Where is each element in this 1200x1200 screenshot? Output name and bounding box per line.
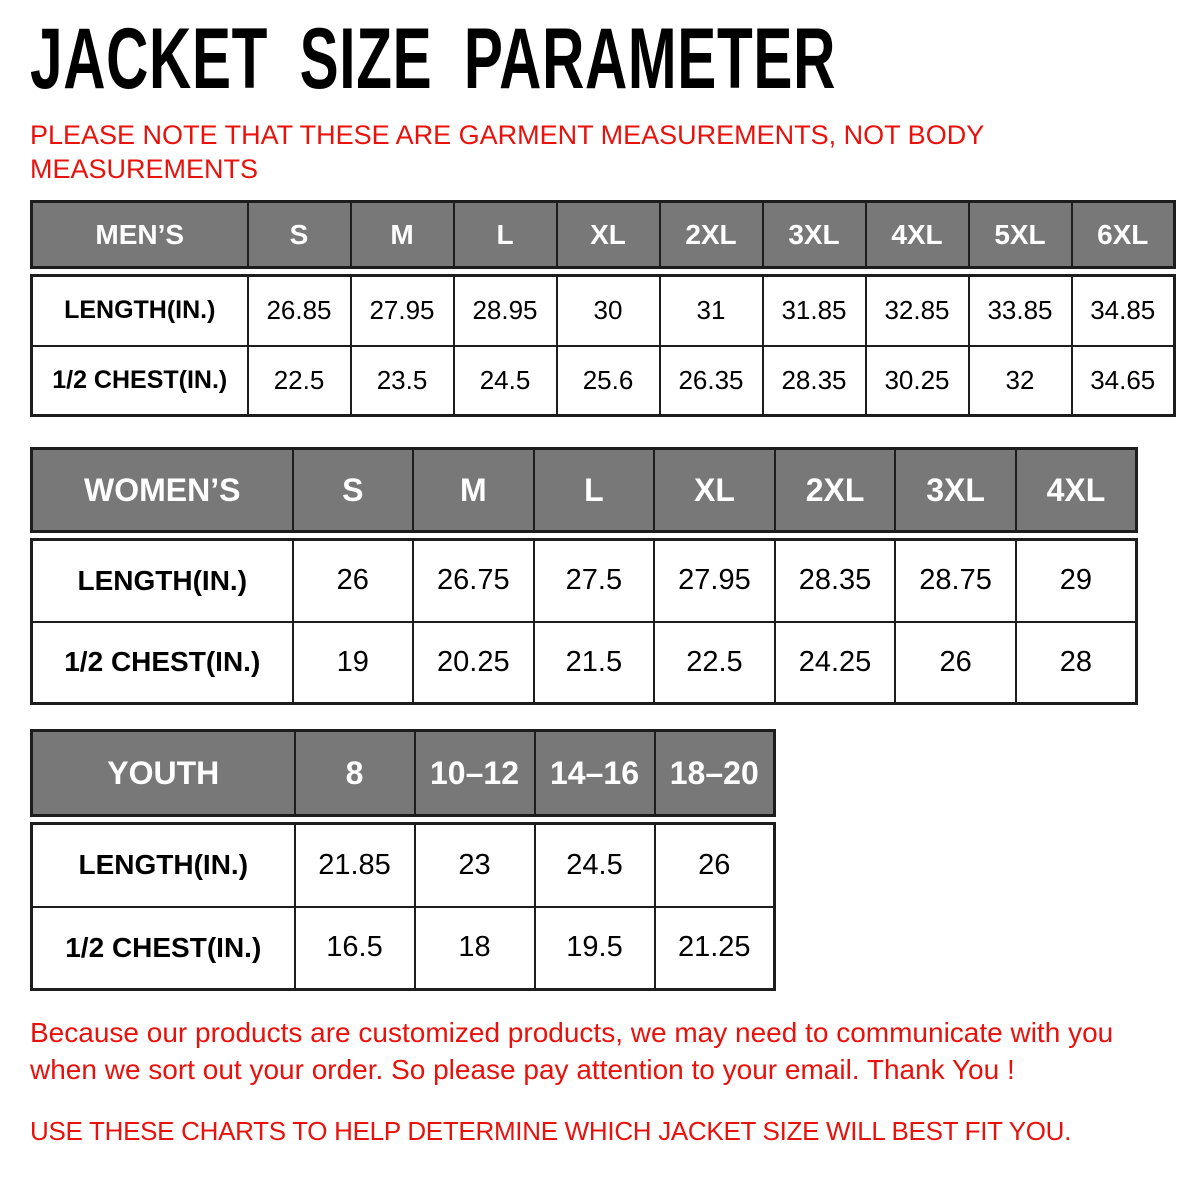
youth-value-1-1: 18: [413, 905, 536, 991]
youth-value-0-0: 21.85: [293, 822, 416, 908]
garment-measurement-note: PLEASE NOTE THAT THESE ARE GARMENT MEASU…: [30, 118, 1176, 186]
mens-size-header-7: 5XL: [967, 200, 1073, 269]
womens-row-label-1: 1/2 CHEST(IN.): [30, 620, 294, 705]
youth-measurement-rows: LENGTH(IN.) 21.85 23 24.5 26 1/2 CHEST(IN.) 16…: [30, 822, 776, 991]
youth-value-0-2: 24.5: [533, 822, 656, 908]
womens-value-1-1: 20.25: [412, 620, 535, 705]
womens-value-1-5: 26: [894, 620, 1017, 705]
womens-group-name-cell: WOMEN’S: [30, 447, 294, 533]
mens-value-0-8: 34.85: [1070, 274, 1176, 347]
mens-row-1: 1/2 CHEST(IN.) 22.5 23.5 24.5 25.6 26.35 28.35…: [30, 344, 1176, 417]
youth-group-name-cell: YOUTH: [30, 729, 296, 817]
youth-value-1-0: 16.5: [293, 905, 416, 991]
mens-group-name-cell: MEN’S: [30, 200, 249, 269]
womens-value-0-3: 27.95: [653, 538, 776, 623]
womens-size-header-6: 4XL: [1014, 447, 1138, 533]
youth-row-label-0: LENGTH(IN.): [30, 822, 296, 908]
mens-value-1-2: 24.5: [452, 344, 558, 417]
mens-size-header-3: XL: [555, 200, 661, 269]
mens-value-1-8: 34.65: [1070, 344, 1176, 417]
womens-row-0: LENGTH(IN.) 26 26.75 27.5 27.95 28.35 28.75 29: [30, 538, 1138, 623]
mens-value-1-1: 23.5: [349, 344, 455, 417]
youth-row-label-1: 1/2 CHEST(IN.): [30, 905, 296, 991]
mens-size-header-2: L: [452, 200, 558, 269]
womens-row-label-0: LENGTH(IN.): [30, 538, 294, 623]
youth-row-1: 1/2 CHEST(IN.) 16.5 18 19.5 21.25: [30, 905, 776, 991]
womens-value-0-0: 26: [291, 538, 415, 623]
mens-size-header-4: 2XL: [658, 200, 764, 269]
footer-notes: Because our products are customized prod…: [30, 1014, 1176, 1147]
mens-row-0: LENGTH(IN.) 26.85 27.95 28.95 30 31 31.85 32.85…: [30, 274, 1176, 347]
mens-value-0-1: 27.95: [349, 274, 455, 347]
youth-row-0: LENGTH(IN.) 21.85 23 24.5 26: [30, 822, 776, 908]
womens-value-0-1: 26.75: [412, 538, 535, 623]
youth-size-header-2: 14–16: [533, 729, 656, 817]
womens-value-0-2: 27.5: [532, 538, 656, 623]
womens-value-0-4: 28.35: [773, 538, 897, 623]
mens-value-1-6: 30.25: [864, 344, 970, 417]
customization-notice-line-1: Because our products are customized prod…: [30, 1017, 1114, 1048]
mens-value-0-7: 33.85: [967, 274, 1073, 347]
youth-size-header-0: 8: [293, 729, 416, 817]
mens-value-1-7: 32: [967, 344, 1073, 417]
mens-size-header-0: S: [246, 200, 352, 269]
mens-value-0-6: 32.85: [864, 274, 970, 347]
mens-measurement-rows: LENGTH(IN.) 26.85 27.95 28.95 30 31 31.85 32.85…: [30, 274, 1176, 417]
womens-row-1: 1/2 CHEST(IN.) 19 20.25 21.5 22.5 24.25 26 28: [30, 620, 1138, 705]
youth-size-header-3: 18–20: [653, 729, 776, 817]
mens-value-0-4: 31: [658, 274, 764, 347]
womens-header-row: WOMEN’S S M L XL 2XL 3XL 4XL: [30, 447, 1138, 533]
mens-size-table: MEN’S S M L XL 2XL 3XL 4XL 5XL 6XL LENGTH(IN.) 26.8…: [30, 200, 1176, 417]
youth-size-table: YOUTH 8 10–12 14–16 18–20 LENGTH(IN.) 21.85 23 2…: [30, 729, 1176, 991]
womens-value-0-5: 28.75: [894, 538, 1017, 623]
youth-value-1-2: 19.5: [533, 905, 656, 991]
note-line-2: MEASUREMENTS: [30, 154, 259, 184]
womens-value-1-3: 22.5: [653, 620, 776, 705]
mens-value-1-3: 25.6: [555, 344, 661, 417]
mens-size-header-1: M: [349, 200, 455, 269]
fit-advice-line: USE THESE CHARTS TO HELP DETERMINE WHICH…: [30, 1116, 1072, 1146]
customization-notice-line-2: when we sort out your order. So please p…: [30, 1054, 1015, 1085]
youth-value-0-1: 23: [413, 822, 536, 908]
mens-header-row: MEN’S S M L XL 2XL 3XL 4XL 5XL 6XL: [30, 200, 1176, 269]
womens-value-1-0: 19: [291, 620, 415, 705]
youth-size-header-1: 10–12: [413, 729, 536, 817]
mens-size-header-8: 6XL: [1070, 200, 1176, 269]
womens-size-header-1: M: [412, 447, 535, 533]
mens-value-1-4: 26.35: [658, 344, 764, 417]
page-title: JACKET SIZE PARAMETER: [30, 11, 836, 107]
youth-header-row: YOUTH 8 10–12 14–16 18–20: [30, 729, 776, 817]
womens-size-header-0: S: [291, 447, 415, 533]
womens-measurement-rows: LENGTH(IN.) 26 26.75 27.5 27.95 28.35 28.75 29 1…: [30, 538, 1138, 705]
size-parameter-page: JACKET SIZE PARAMETER PLEASE NOTE THAT T…: [30, 11, 1176, 1147]
mens-row-label-1: 1/2 CHEST(IN.): [30, 344, 249, 417]
womens-value-1-2: 21.5: [532, 620, 656, 705]
mens-value-0-0: 26.85: [246, 274, 352, 347]
note-line-1: PLEASE NOTE THAT THESE ARE GARMENT MEASU…: [30, 120, 985, 150]
mens-value-0-2: 28.95: [452, 274, 558, 347]
mens-value-1-5: 28.35: [761, 344, 867, 417]
womens-size-table: WOMEN’S S M L XL 2XL 3XL 4XL LENGTH(IN.) 26 26.75 2…: [30, 447, 1176, 705]
mens-size-header-5: 3XL: [761, 200, 867, 269]
womens-size-header-5: 3XL: [894, 447, 1017, 533]
womens-size-header-2: L: [532, 447, 656, 533]
customization-notice: Because our products are customized prod…: [30, 1014, 1176, 1088]
womens-size-header-3: XL: [653, 447, 776, 533]
womens-value-0-6: 29: [1014, 538, 1138, 623]
youth-value-0-3: 26: [653, 822, 776, 908]
youth-value-1-3: 21.25: [653, 905, 776, 991]
mens-size-header-6: 4XL: [864, 200, 970, 269]
womens-value-1-4: 24.25: [773, 620, 897, 705]
mens-value-0-3: 30: [555, 274, 661, 347]
mens-value-1-0: 22.5: [246, 344, 352, 417]
womens-value-1-6: 28: [1014, 620, 1138, 705]
womens-size-header-4: 2XL: [773, 447, 897, 533]
mens-value-0-5: 31.85: [761, 274, 867, 347]
mens-row-label-0: LENGTH(IN.): [30, 274, 249, 347]
